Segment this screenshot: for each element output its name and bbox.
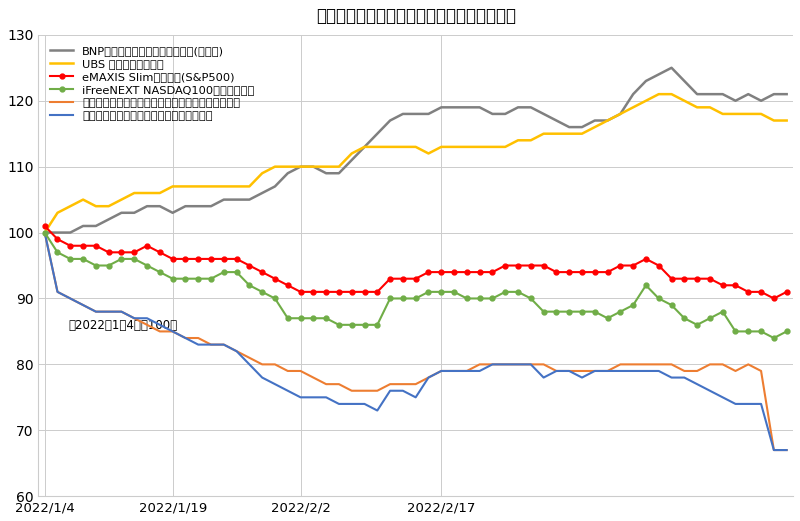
eMAXIS Slim米国株式(S&P500): [232, 256, 242, 262]
Line: BNPパリバ・ブラジル・ファンド(株式型): BNPパリバ・ブラジル・ファンド(株式型): [45, 68, 786, 232]
iFreeNEXT NASDAQ100インデックス: [232, 269, 242, 275]
iFreeNEXT NASDAQ100インデックス: [424, 289, 434, 295]
eMAXIS Slim米国株式(S&P500): [577, 269, 586, 275]
UBS 原油先物ファンド: [424, 151, 434, 157]
デジタル・トランスフォーメーション株式ファンド: [782, 447, 791, 453]
Title: 年初来の各種ファンドのパフォーマンス推移: 年初来の各種ファンドのパフォーマンス推移: [316, 7, 516, 25]
グローバル・プロスペクティブ・ファンド: [782, 447, 791, 453]
iFreeNEXT NASDAQ100インデックス: [155, 269, 165, 275]
Line: iFreeNEXT NASDAQ100インデックス: iFreeNEXT NASDAQ100インデックス: [42, 230, 789, 340]
グローバル・プロスペクティブ・ファンド: [769, 447, 778, 453]
eMAXIS Slim米国株式(S&P500): [769, 295, 778, 302]
デジタル・トランスフォーメーション株式ファンド: [40, 229, 50, 235]
Line: デジタル・トランスフォーメーション株式ファンド: デジタル・トランスフォーメーション株式ファンド: [45, 232, 786, 450]
UBS 原油先物ファンド: [117, 196, 126, 203]
BNPパリバ・ブラジル・ファンド(株式型): [155, 203, 165, 209]
eMAXIS Slim米国株式(S&P500): [424, 269, 434, 275]
Line: eMAXIS Slim米国株式(S&P500): eMAXIS Slim米国株式(S&P500): [42, 224, 789, 301]
iFreeNEXT NASDAQ100インデックス: [117, 256, 126, 262]
Text: （2022年1月4日＝100）: （2022年1月4日＝100）: [69, 318, 178, 331]
グローバル・プロスペクティブ・ファンド: [577, 375, 586, 381]
BNPパリバ・ブラジル・ファンド(株式型): [232, 196, 242, 203]
デジタル・トランスフォーメーション株式ファンド: [769, 447, 778, 453]
UBS 原油先物ファンド: [155, 190, 165, 196]
グローバル・プロスペクティブ・ファンド: [155, 321, 165, 328]
デジタル・トランスフォーメーション株式ファンド: [155, 328, 165, 334]
eMAXIS Slim米国株式(S&P500): [782, 289, 791, 295]
デジタル・トランスフォーメーション株式ファンド: [577, 368, 586, 374]
eMAXIS Slim米国株式(S&P500): [66, 243, 75, 249]
BNPパリバ・ブラジル・ファンド(株式型): [117, 209, 126, 216]
iFreeNEXT NASDAQ100インデックス: [769, 335, 778, 341]
Legend: BNPパリバ・ブラジル・ファンド(株式型), UBS 原油先物ファンド, eMAXIS Slim米国株式(S&P500), iFreeNEXT NASDAQ10: BNPパリバ・ブラジル・ファンド(株式型), UBS 原油先物ファンド, eMA…: [46, 42, 259, 125]
BNPパリバ・ブラジル・ファンド(株式型): [66, 229, 75, 235]
グローバル・プロスペクティブ・ファンド: [66, 295, 75, 302]
グローバル・プロスペクティブ・ファンド: [40, 229, 50, 235]
デジタル・トランスフォーメーション株式ファンド: [66, 295, 75, 302]
デジタル・トランスフォーメーション株式ファンド: [424, 375, 434, 381]
UBS 原油先物ファンド: [654, 91, 663, 97]
グローバル・プロスペクティブ・ファンド: [117, 308, 126, 315]
UBS 原油先物ファンド: [577, 131, 586, 137]
eMAXIS Slim米国株式(S&P500): [155, 249, 165, 255]
BNPパリバ・ブラジル・ファンド(株式型): [666, 65, 676, 71]
iFreeNEXT NASDAQ100インデックス: [66, 256, 75, 262]
eMAXIS Slim米国株式(S&P500): [117, 249, 126, 255]
Line: グローバル・プロスペクティブ・ファンド: グローバル・プロスペクティブ・ファンド: [45, 232, 786, 450]
デジタル・トランスフォーメーション株式ファンド: [232, 348, 242, 354]
eMAXIS Slim米国株式(S&P500): [40, 223, 50, 229]
iFreeNEXT NASDAQ100インデックス: [782, 328, 791, 334]
Line: UBS 原油先物ファンド: UBS 原油先物ファンド: [45, 94, 786, 232]
BNPパリバ・ブラジル・ファンド(株式型): [782, 91, 791, 97]
UBS 原油先物ファンド: [66, 203, 75, 209]
グローバル・プロスペクティブ・ファンド: [424, 375, 434, 381]
UBS 原油先物ファンド: [782, 117, 791, 123]
UBS 原油先物ファンド: [40, 229, 50, 235]
BNPパリバ・ブラジル・ファンド(株式型): [424, 111, 434, 117]
デジタル・トランスフォーメーション株式ファンド: [117, 308, 126, 315]
グローバル・プロスペクティブ・ファンド: [232, 348, 242, 354]
UBS 原油先物ファンド: [232, 183, 242, 190]
iFreeNEXT NASDAQ100インデックス: [40, 229, 50, 235]
iFreeNEXT NASDAQ100インデックス: [577, 308, 586, 315]
BNPパリバ・ブラジル・ファンド(株式型): [577, 124, 586, 130]
BNPパリバ・ブラジル・ファンド(株式型): [40, 229, 50, 235]
